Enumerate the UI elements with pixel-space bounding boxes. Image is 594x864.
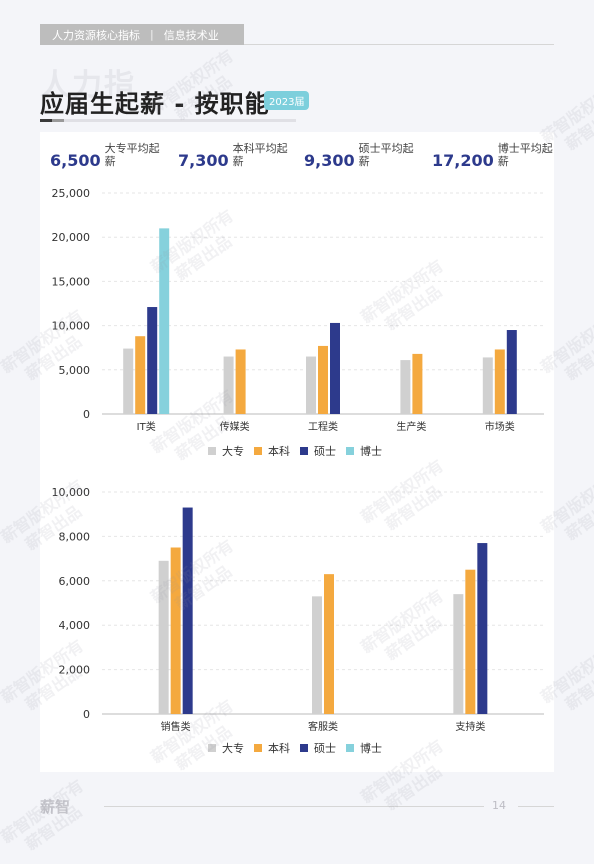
stat-label: 博士平均起薪	[497, 142, 553, 168]
legend-swatch	[208, 447, 216, 455]
x-tick-label: 支持类	[455, 720, 485, 733]
footer-logo: 薪智	[40, 798, 71, 816]
stat-label: 大专平均起薪	[104, 142, 160, 168]
legend-swatch	[254, 744, 262, 752]
bar	[330, 322, 340, 414]
legend-swatch	[346, 744, 354, 752]
legend-label: 大专	[222, 741, 244, 755]
stat-doctor: 17,200 博士平均起薪	[432, 142, 562, 170]
bar	[318, 345, 328, 414]
x-tick-label: 市场类	[485, 420, 515, 433]
y-tick-label: 0	[83, 408, 90, 421]
page-title: 应届生起薪 - 按职能	[40, 90, 270, 118]
header-divider	[244, 44, 554, 45]
x-tick-label: 生产类	[396, 420, 426, 433]
legend-swatch	[300, 744, 308, 752]
bar	[412, 353, 423, 414]
legend-label: 大专	[222, 444, 244, 456]
bar	[477, 543, 488, 714]
y-tick-label: 6,000	[59, 575, 91, 588]
bar	[306, 356, 316, 414]
bar	[465, 569, 476, 714]
stat-value: 6,500	[50, 151, 101, 170]
legend-swatch	[346, 447, 354, 455]
chart-top: 0 5,000 10,000 15,000 20,000 25,000 IT类 传媒类 工程类 生…	[52, 187, 544, 456]
x-tick-label: IT类	[137, 420, 156, 433]
watermark-line: 薪智出品	[561, 331, 594, 384]
bar	[147, 307, 158, 414]
y-tick-label: 15,000	[52, 275, 91, 288]
bar	[159, 228, 170, 414]
y-tick-label: 25,000	[52, 187, 91, 200]
y-tick-label: 8,000	[59, 530, 91, 543]
legend-swatch	[254, 447, 262, 455]
bar	[135, 336, 146, 414]
page-number: 14	[492, 799, 506, 812]
legend-label: 硕士	[314, 445, 336, 456]
bar	[123, 348, 134, 414]
x-tick-label: 销售类	[161, 720, 191, 733]
bar	[506, 330, 517, 414]
title-underline-accent-dark	[40, 119, 52, 122]
legend-label: 博士	[360, 742, 382, 755]
footer-divider-right	[518, 806, 554, 807]
bar	[494, 349, 505, 414]
bar	[312, 596, 322, 714]
stat-label: 硕士平均起薪	[358, 142, 414, 168]
stat-associate: 6,500 大专平均起薪	[50, 142, 169, 170]
bar	[182, 507, 193, 714]
bar	[170, 547, 181, 714]
stat-label: 本科平均起薪	[232, 142, 288, 168]
bar	[158, 560, 169, 714]
x-tick-label: 传媒类	[220, 420, 250, 433]
y-tick-label: 2,000	[59, 664, 91, 677]
x-tick-label: 工程类	[308, 420, 338, 433]
y-tick-label: 5,000	[59, 364, 91, 377]
bar	[400, 360, 411, 414]
chart-card: 6,500 大专平均起薪 7,300 本科平均起薪 9,300 硕士平均起薪 1…	[40, 132, 554, 772]
y-tick-label: 10,000	[52, 486, 91, 499]
header-band: 人力资源核心指标 | 信息技术业	[40, 24, 244, 45]
watermark-line: 薪智出品	[561, 491, 594, 544]
y-tick-label: 20,000	[52, 231, 91, 244]
stat-master: 9,300 硕士平均起薪	[304, 142, 423, 170]
legend-swatch	[208, 744, 216, 752]
footer-divider	[104, 806, 484, 807]
bar	[482, 357, 493, 414]
y-tick-label: 4,000	[59, 619, 91, 632]
stat-bachelor: 7,300 本科平均起薪	[178, 142, 297, 170]
header-section: 人力资源核心指标	[52, 28, 140, 42]
header-category: 信息技术业	[163, 28, 219, 42]
legend-label: 硕士	[314, 742, 336, 755]
legend-label: 博士	[360, 445, 382, 456]
stat-value: 17,200	[432, 151, 494, 170]
stat-value: 9,300	[304, 151, 355, 170]
bar	[223, 356, 234, 414]
ghost-title: 人力指	[40, 68, 136, 103]
bar	[324, 574, 334, 714]
watermark: 薪智版权所有薪智出品	[0, 776, 99, 864]
bar	[453, 594, 464, 714]
legend-label: 本科	[268, 741, 290, 755]
year-badge: 2023届	[264, 91, 310, 110]
watermark-line: 薪智出品	[561, 661, 594, 714]
title-underline-accent-mid	[52, 119, 64, 122]
x-tick-label: 客服类	[308, 720, 338, 733]
stat-value: 7,300	[178, 151, 229, 170]
header-separator: |	[150, 28, 154, 41]
bar	[235, 349, 246, 414]
y-tick-label: 0	[83, 708, 90, 721]
y-tick-label: 10,000	[52, 320, 91, 333]
legend-label: 本科	[268, 444, 290, 456]
legend-swatch	[300, 447, 308, 455]
title-underline	[40, 119, 296, 122]
